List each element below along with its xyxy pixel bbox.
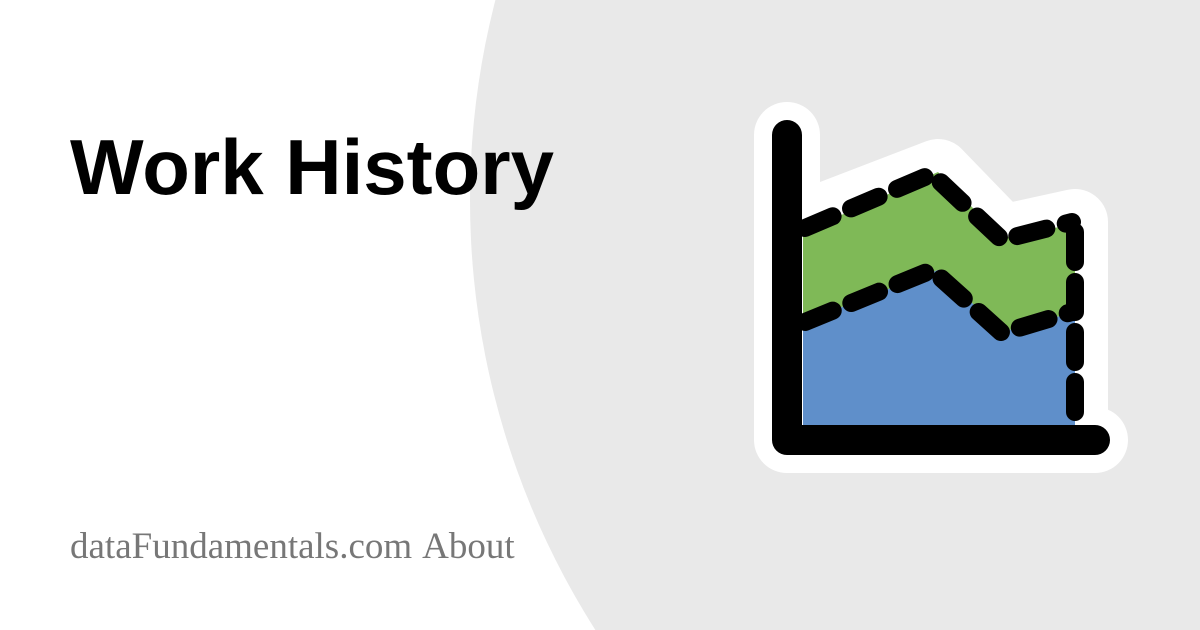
page-title: Work History: [70, 128, 554, 206]
stacked-area-chart-icon: [752, 100, 1132, 480]
about-link[interactable]: About: [422, 526, 515, 567]
site-name[interactable]: dataFundamentals.com: [70, 526, 412, 567]
footer: dataFundamentals.com About: [70, 525, 515, 569]
